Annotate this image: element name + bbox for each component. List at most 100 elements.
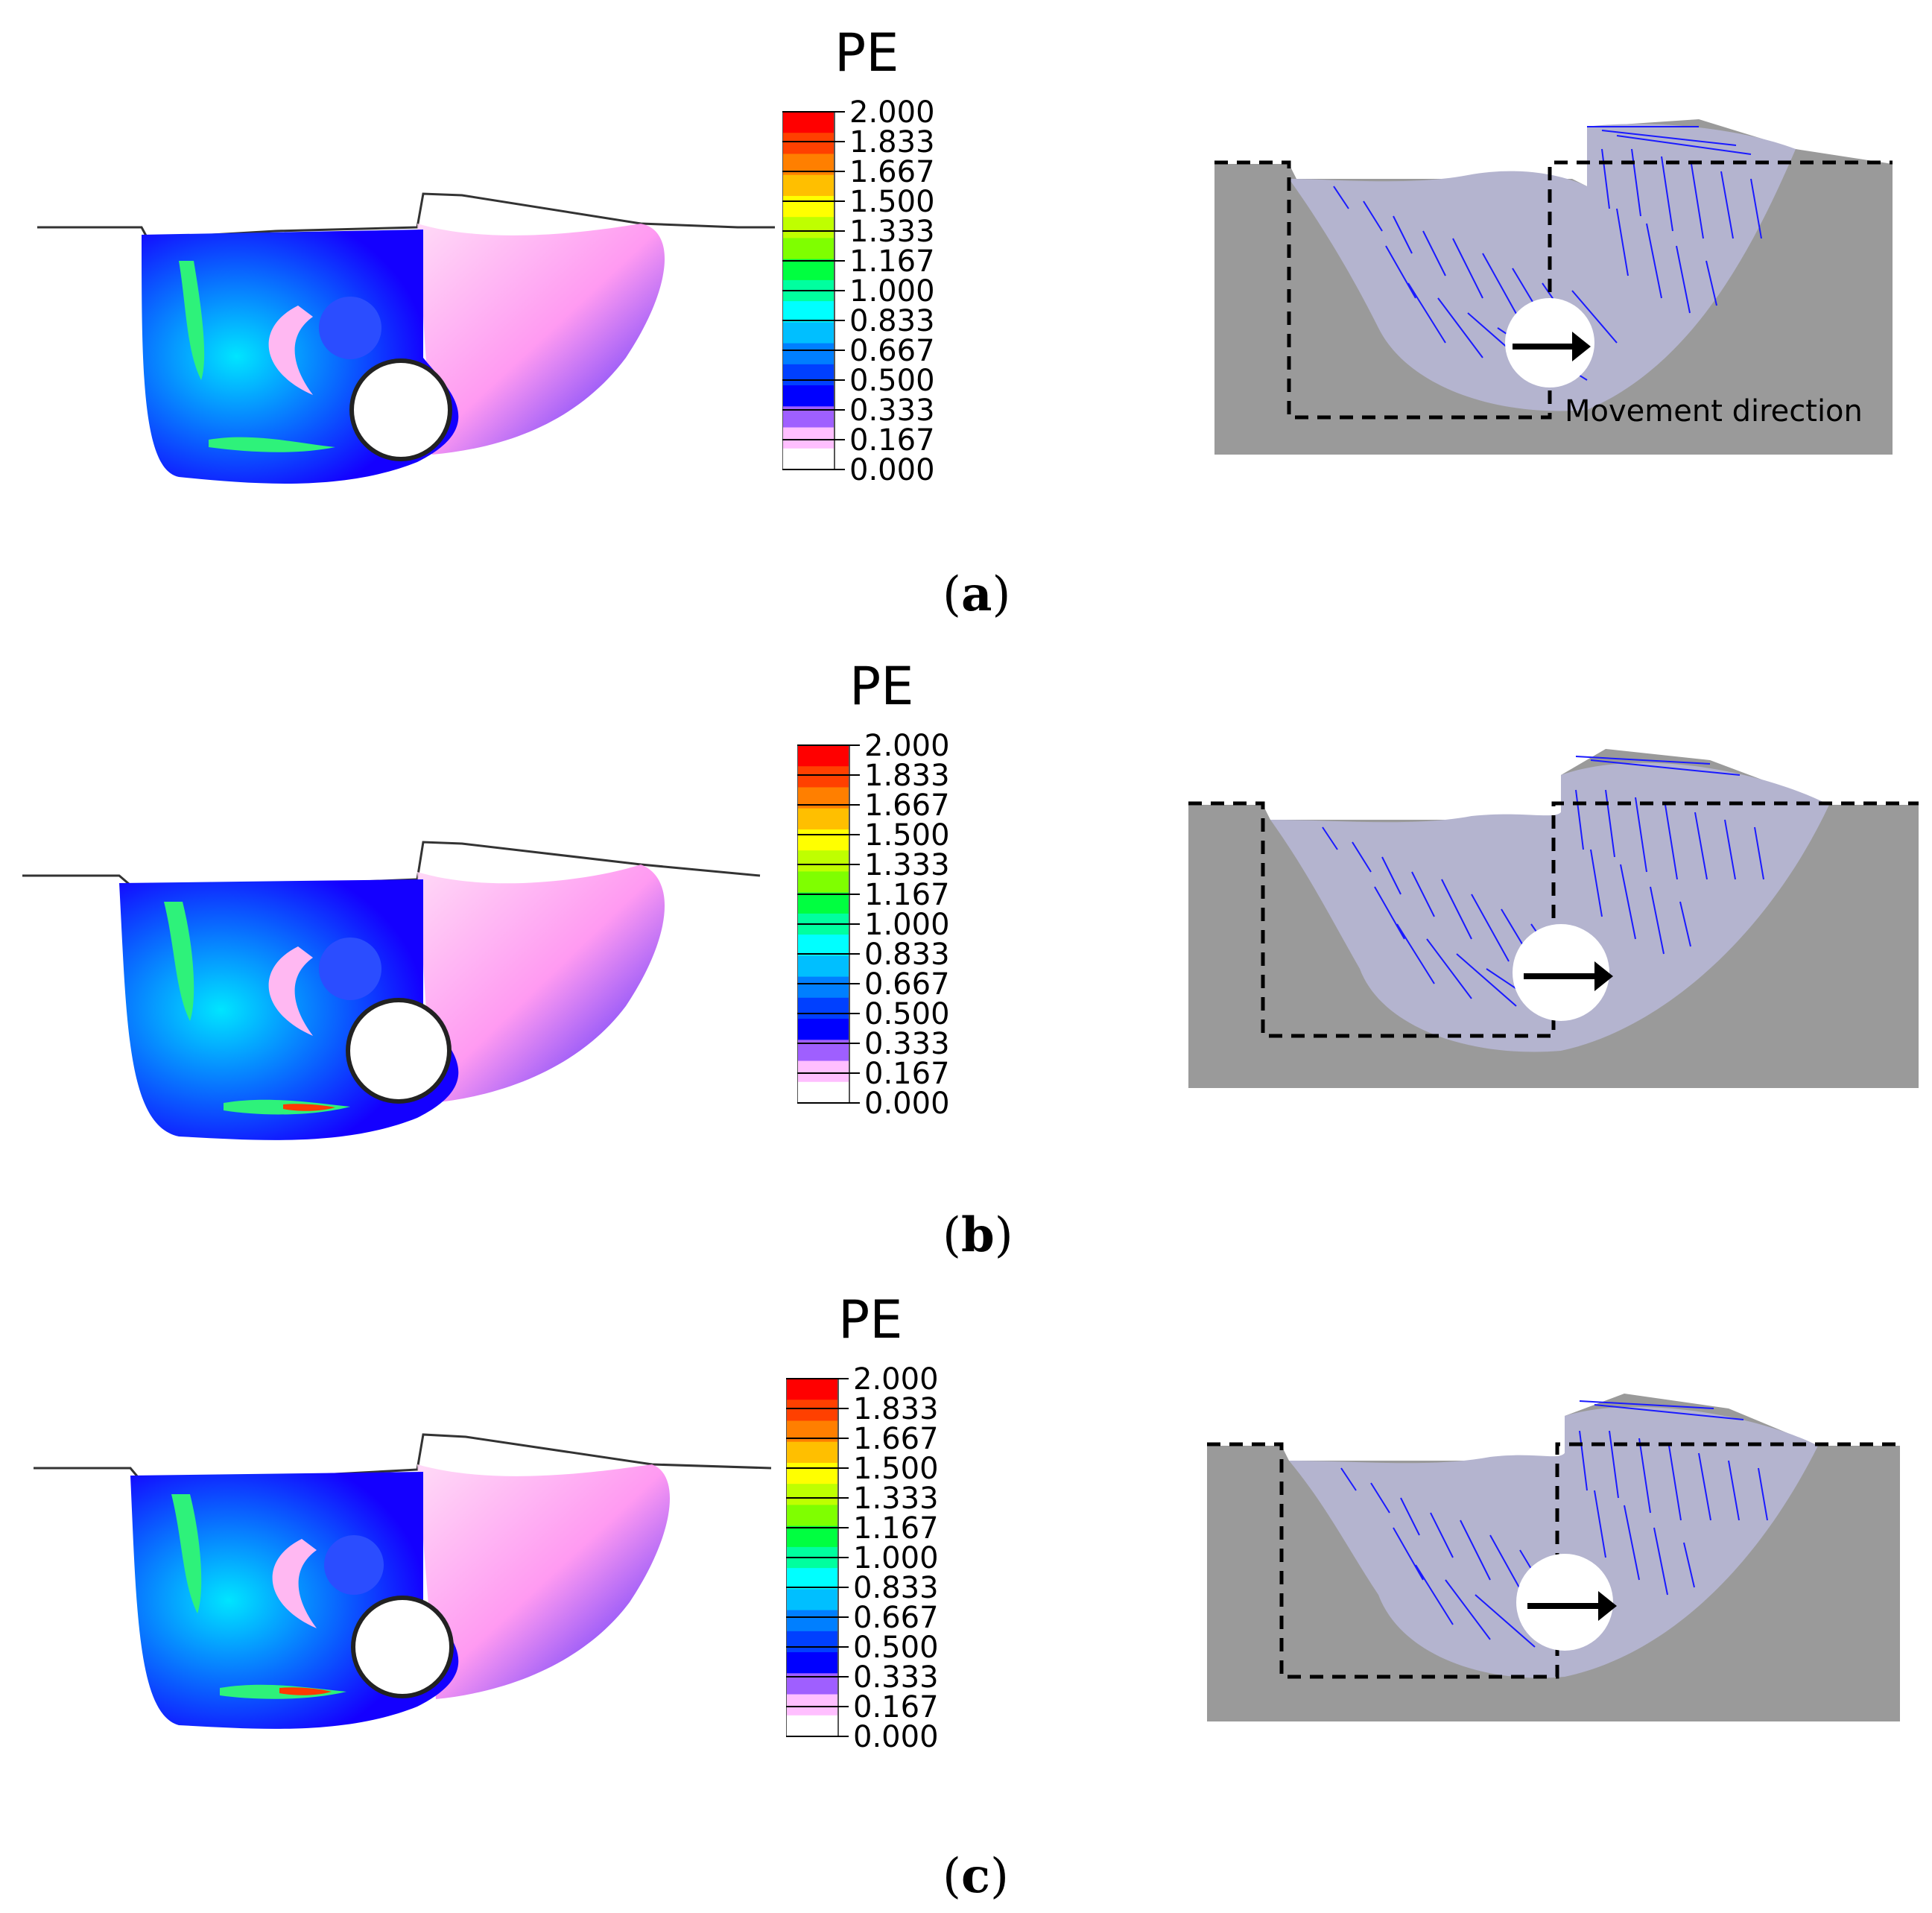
legend-tick-label: 1.667 bbox=[849, 155, 935, 189]
legend-tick-label: 1.333 bbox=[849, 215, 935, 249]
displacement-vector-field-a: Movement direction bbox=[1214, 119, 1893, 455]
legend-band bbox=[786, 1505, 838, 1527]
panel-label-c: (c) bbox=[943, 1848, 1009, 1904]
legend-band bbox=[782, 322, 834, 344]
legend-tick-label: 1.000 bbox=[853, 1541, 939, 1575]
legend-tick-label: 1.500 bbox=[864, 818, 950, 853]
legend-tick-label: 1.833 bbox=[853, 1392, 939, 1426]
legend-tick-label: 2.000 bbox=[864, 729, 950, 763]
legend-tick-label: 0.500 bbox=[849, 364, 935, 398]
legend-band bbox=[782, 112, 834, 133]
legend-band bbox=[797, 745, 849, 767]
legend-band bbox=[797, 935, 849, 956]
legend-colorbar: 2.0001.8331.6671.5001.3331.1671.0000.833… bbox=[782, 95, 935, 484]
legend-band bbox=[782, 448, 834, 470]
legend-band bbox=[786, 1525, 838, 1548]
legend-band bbox=[797, 850, 849, 872]
legend-tick-label: 1.000 bbox=[864, 908, 950, 942]
legend-band bbox=[797, 871, 849, 894]
legend-tick-label: 0.833 bbox=[853, 1571, 939, 1605]
legend-band bbox=[782, 385, 834, 407]
legend-tick-label: 1.167 bbox=[849, 244, 935, 279]
legend-band bbox=[797, 808, 849, 830]
legend-tick-label: 0.000 bbox=[864, 1087, 950, 1118]
legend-band bbox=[786, 1441, 838, 1464]
legend-tick-label: 1.000 bbox=[849, 274, 935, 309]
legend-band bbox=[782, 133, 834, 154]
legend-band bbox=[782, 259, 834, 281]
legend-tick-label: 0.667 bbox=[853, 1601, 939, 1635]
legend-tick-label: 0.833 bbox=[864, 937, 950, 972]
legend-tick-label: 0.667 bbox=[849, 334, 935, 368]
legend-band bbox=[782, 343, 834, 365]
legend-band bbox=[782, 195, 834, 218]
legend-tick-label: 0.000 bbox=[849, 453, 935, 484]
legend-tick-label: 0.500 bbox=[853, 1631, 939, 1665]
pe-legend-b: PE 2.000 1.833 1.667 1.500 1.333 1.167 1.000 0.… bbox=[797, 656, 1021, 1118]
legend-band bbox=[797, 976, 849, 999]
legend-band bbox=[786, 1568, 838, 1590]
legend-band bbox=[797, 1060, 849, 1083]
panel-label-b: (b) bbox=[943, 1207, 1013, 1263]
legend-tick-label: 1.500 bbox=[849, 185, 935, 219]
legend-tick-label: 0.333 bbox=[849, 393, 935, 428]
legend-tick-label: 1.333 bbox=[853, 1482, 939, 1516]
legend-tick-label: 0.167 bbox=[864, 1057, 950, 1091]
legend-tick-label: 1.667 bbox=[853, 1422, 939, 1456]
displacement-vector-field-b bbox=[1188, 749, 1919, 1088]
pe-legend-a: PE 2.000 1.833 1.667 1.500 1.333 1.167 1.000 0.… bbox=[782, 22, 1006, 484]
legend-band bbox=[786, 1484, 838, 1505]
plastic-strain-contour-a bbox=[37, 192, 775, 484]
panel-a: PE 2.000 1.833 1.667 1.500 1.333 1.167 1.000 0.… bbox=[0, 0, 1932, 633]
legend-band bbox=[797, 1019, 849, 1040]
legend-tick-label: 1.833 bbox=[864, 759, 950, 793]
legend-band bbox=[797, 997, 849, 1019]
legend-band bbox=[782, 427, 834, 449]
legend-tick-label: 1.167 bbox=[864, 878, 950, 912]
legend-band bbox=[786, 1400, 838, 1421]
panel-b: PE 2.000 1.833 1.667 1.500 1.333 1.167 1.000 0.… bbox=[0, 633, 1932, 1267]
legend-tick-label: 1.500 bbox=[853, 1452, 939, 1486]
legend-tick-label: 0.000 bbox=[853, 1720, 939, 1751]
legend-band bbox=[786, 1379, 838, 1400]
displacement-vector-field-c bbox=[1207, 1394, 1900, 1721]
legend-tick-label: 0.333 bbox=[864, 1027, 950, 1061]
legend-band bbox=[782, 174, 834, 197]
legend-title: PE bbox=[834, 22, 899, 83]
legend-tick-label: 0.167 bbox=[849, 423, 935, 458]
legend-tick-label: 1.667 bbox=[864, 788, 950, 823]
movement-direction-label: Movement direction bbox=[1565, 394, 1863, 429]
legend-tick-label: 2.000 bbox=[853, 1362, 939, 1397]
legend-band bbox=[782, 364, 834, 386]
legend-colorbar: 2.0001.8331.6671.5001.3331.1671.0000.833… bbox=[786, 1362, 939, 1751]
legend-tick-label: 1.333 bbox=[864, 848, 950, 882]
legend-tick-label: 0.833 bbox=[849, 304, 935, 338]
legend-band bbox=[782, 217, 834, 238]
legend-tick-label: 1.167 bbox=[853, 1511, 939, 1546]
legend-band bbox=[786, 1610, 838, 1632]
legend-tick-label: 0.500 bbox=[864, 997, 950, 1031]
legend-tick-label: 0.333 bbox=[853, 1660, 939, 1695]
legend-band bbox=[797, 892, 849, 914]
panel-c: PE 2.000 1.833 1.667 1.500 1.333 1.167 1.000 0.… bbox=[0, 1267, 1932, 1904]
legend-colorbar: 2.0001.8331.6671.5001.3331.1671.0000.833… bbox=[797, 729, 950, 1118]
legend-band bbox=[786, 1694, 838, 1716]
legend-band bbox=[797, 766, 849, 788]
legend-tick-label: 0.667 bbox=[864, 967, 950, 1002]
legend-band bbox=[786, 1631, 838, 1653]
legend-band bbox=[782, 238, 834, 260]
legend-tick-label: 1.833 bbox=[849, 125, 935, 159]
panel-label-a: (a) bbox=[943, 566, 1011, 622]
plastic-strain-contour-c bbox=[34, 1433, 772, 1729]
legend-band bbox=[797, 1081, 849, 1104]
legend-tick-label: 2.000 bbox=[849, 95, 935, 130]
legend-band bbox=[797, 955, 849, 978]
legend-band bbox=[786, 1462, 838, 1484]
legend-band bbox=[786, 1589, 838, 1611]
legend-band bbox=[797, 829, 849, 851]
legend-title: PE bbox=[849, 656, 914, 717]
plastic-strain-contour-b bbox=[22, 841, 761, 1140]
legend-band bbox=[786, 1715, 838, 1737]
pe-legend-c: PE 2.000 1.833 1.667 1.500 1.333 1.167 1.000 0.… bbox=[786, 1289, 1010, 1751]
legend-tick-label: 0.167 bbox=[853, 1690, 939, 1724]
